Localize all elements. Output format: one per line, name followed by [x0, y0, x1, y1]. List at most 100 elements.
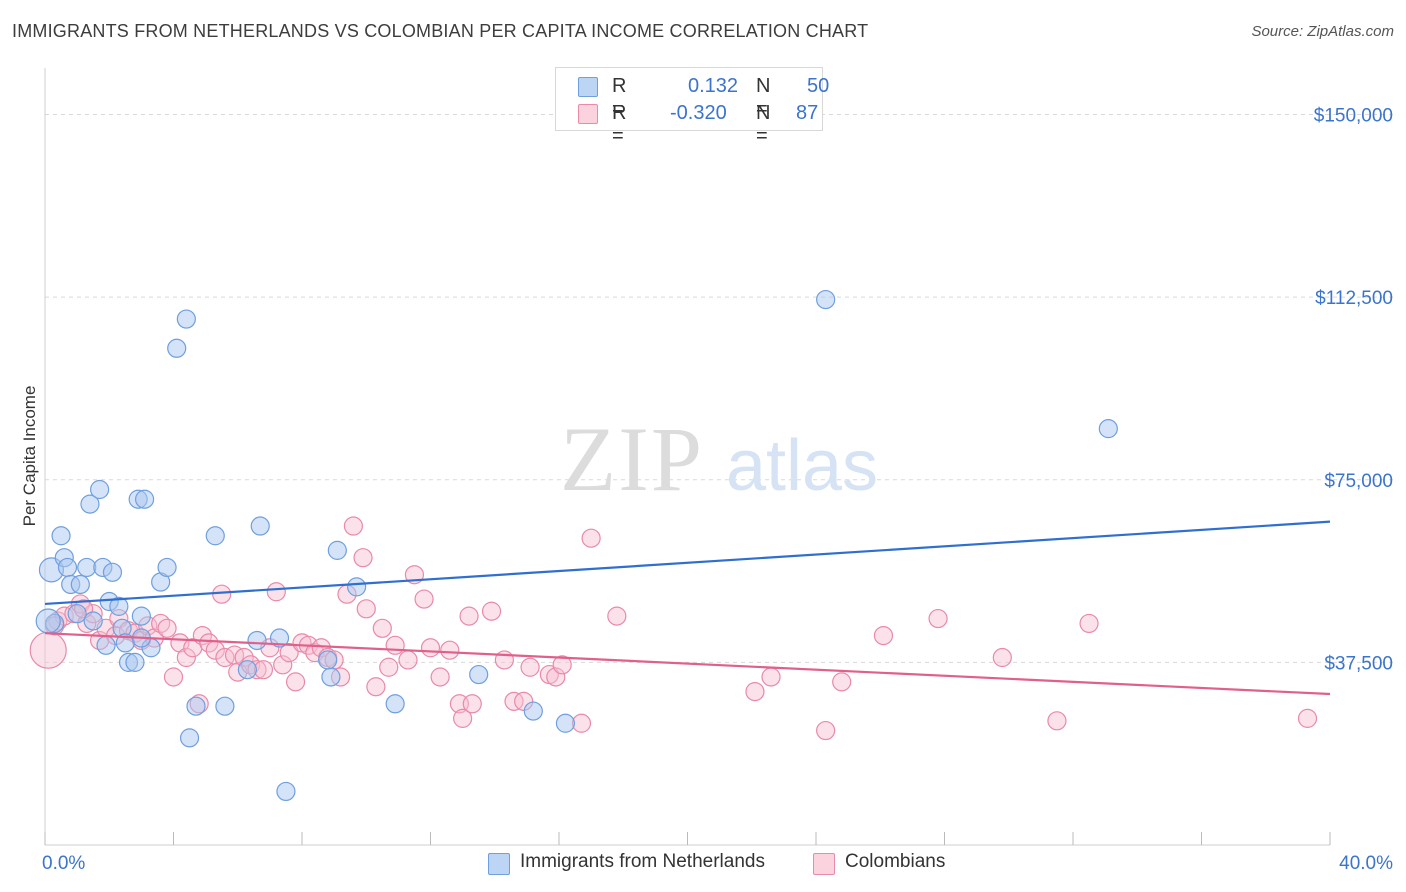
colombians-point: [1079, 613, 1099, 634]
colombians-point: [163, 667, 184, 687]
colombians-point: [266, 582, 286, 602]
colombians-point: [398, 650, 418, 670]
legend-swatch-pink: [813, 853, 835, 875]
netherlands-point: [321, 667, 341, 687]
axes: [44, 68, 1331, 846]
netherlands-point: [134, 489, 155, 509]
netherlands-point: [167, 338, 187, 358]
colombians-point: [372, 618, 392, 638]
colombians-point: [1047, 711, 1067, 731]
netherlands-point: [125, 652, 145, 672]
x-tick-label: 40.0%: [1339, 853, 1393, 874]
legend-swatch-blue: [488, 853, 510, 875]
netherlands-point: [176, 309, 196, 329]
netherlands-point: [469, 664, 489, 685]
colombians-point: [453, 708, 473, 728]
y-axis-label: Per Capita Income: [20, 386, 39, 527]
y-tick-label: $150,000: [1314, 106, 1393, 127]
legend-n-label: N =: [756, 75, 771, 120]
colombians-point: [199, 633, 219, 653]
colombians-point: [176, 647, 196, 668]
netherlands-point: [102, 562, 123, 582]
colombians-point: [761, 667, 781, 687]
netherlands-point: [318, 650, 338, 670]
colombians-point: [552, 655, 572, 675]
colombians-point: [420, 638, 441, 658]
y-tick-labels: $37,500 $75,000 $112,500 $150,000: [1314, 106, 1393, 675]
colombians-point: [459, 606, 479, 626]
legend-label: Immigrants from Netherlands: [520, 851, 765, 872]
netherlands-point: [83, 611, 103, 631]
netherlands-point: [51, 526, 71, 546]
watermark: ZIP atlas: [560, 408, 878, 510]
netherlands-point: [77, 557, 97, 578]
colombians-point: [366, 677, 386, 697]
legend-r-label: R =: [612, 75, 627, 120]
netherlands-point: [57, 557, 78, 578]
colombians-point: [816, 720, 836, 741]
netherlands-point: [816, 289, 836, 310]
colombians-point: [356, 599, 376, 619]
colombians-point: [29, 631, 67, 669]
y-tick-label: $75,000: [1324, 471, 1393, 492]
colombians-point: [873, 625, 894, 646]
netherlands-point: [327, 540, 347, 560]
colombians-point: [343, 516, 363, 536]
colombians-point: [379, 657, 399, 677]
netherlands-point: [555, 713, 576, 733]
correlation-legend: R = 0.132 N = 50 R = -0.320 N = 87: [555, 67, 829, 147]
netherlands-point: [80, 494, 100, 514]
legend-r-label: R =: [612, 102, 627, 147]
colombians-point: [414, 589, 434, 609]
colombians-point: [992, 647, 1012, 668]
colombians-trend-line: [44, 632, 1331, 696]
netherlands-point: [186, 696, 206, 716]
colombians-point: [481, 601, 502, 621]
netherlands-point: [90, 479, 110, 500]
colombians-point: [520, 657, 540, 677]
netherlands-point: [179, 728, 200, 748]
colombians-point: [157, 618, 177, 638]
colombians-point: [571, 713, 592, 733]
netherlands-point: [347, 577, 367, 597]
netherlands-point: [385, 694, 405, 714]
netherlands-point: [205, 526, 225, 546]
netherlands-point: [157, 557, 177, 578]
colombians-point: [440, 640, 460, 660]
netherlands-trend-line: [44, 520, 1331, 606]
watermark-atlas: atlas: [726, 426, 878, 506]
legend-n-label: N =: [756, 102, 771, 147]
watermark-zip: ZIP: [560, 408, 704, 510]
netherlands-point: [96, 635, 116, 655]
y-tick-label: $37,500: [1324, 653, 1393, 674]
colombians-point: [212, 584, 232, 604]
colombians-point: [462, 694, 482, 714]
netherlands-point: [276, 781, 296, 802]
netherlands-point: [109, 596, 129, 616]
netherlands-point: [35, 608, 61, 634]
colombians-point: [1297, 708, 1318, 728]
legend-label: Colombians: [845, 851, 946, 872]
legend-swatch-pink: [578, 104, 598, 124]
netherlands-point: [523, 701, 543, 721]
gridlines: [45, 114, 1393, 663]
colombians-point: [285, 672, 306, 692]
colombians-point: [385, 635, 405, 655]
netherlands-points: [35, 289, 1118, 802]
netherlands-point: [131, 606, 151, 626]
colombians-point: [745, 681, 765, 702]
netherlands-point: [269, 628, 290, 648]
netherlands-point: [1098, 419, 1118, 439]
netherlands-point: [70, 574, 90, 595]
colombians-point: [353, 548, 373, 568]
x-tick-label: 0.0%: [42, 853, 85, 874]
colombians-point: [273, 655, 293, 675]
colombians-point: [430, 667, 450, 687]
legend-n-value: 87: [796, 102, 819, 124]
netherlands-point: [237, 660, 257, 680]
legend-r-value: 0.132: [688, 75, 739, 97]
netherlands-point: [215, 696, 235, 716]
legend-swatch-blue: [578, 77, 598, 97]
colombians-point: [253, 660, 274, 680]
